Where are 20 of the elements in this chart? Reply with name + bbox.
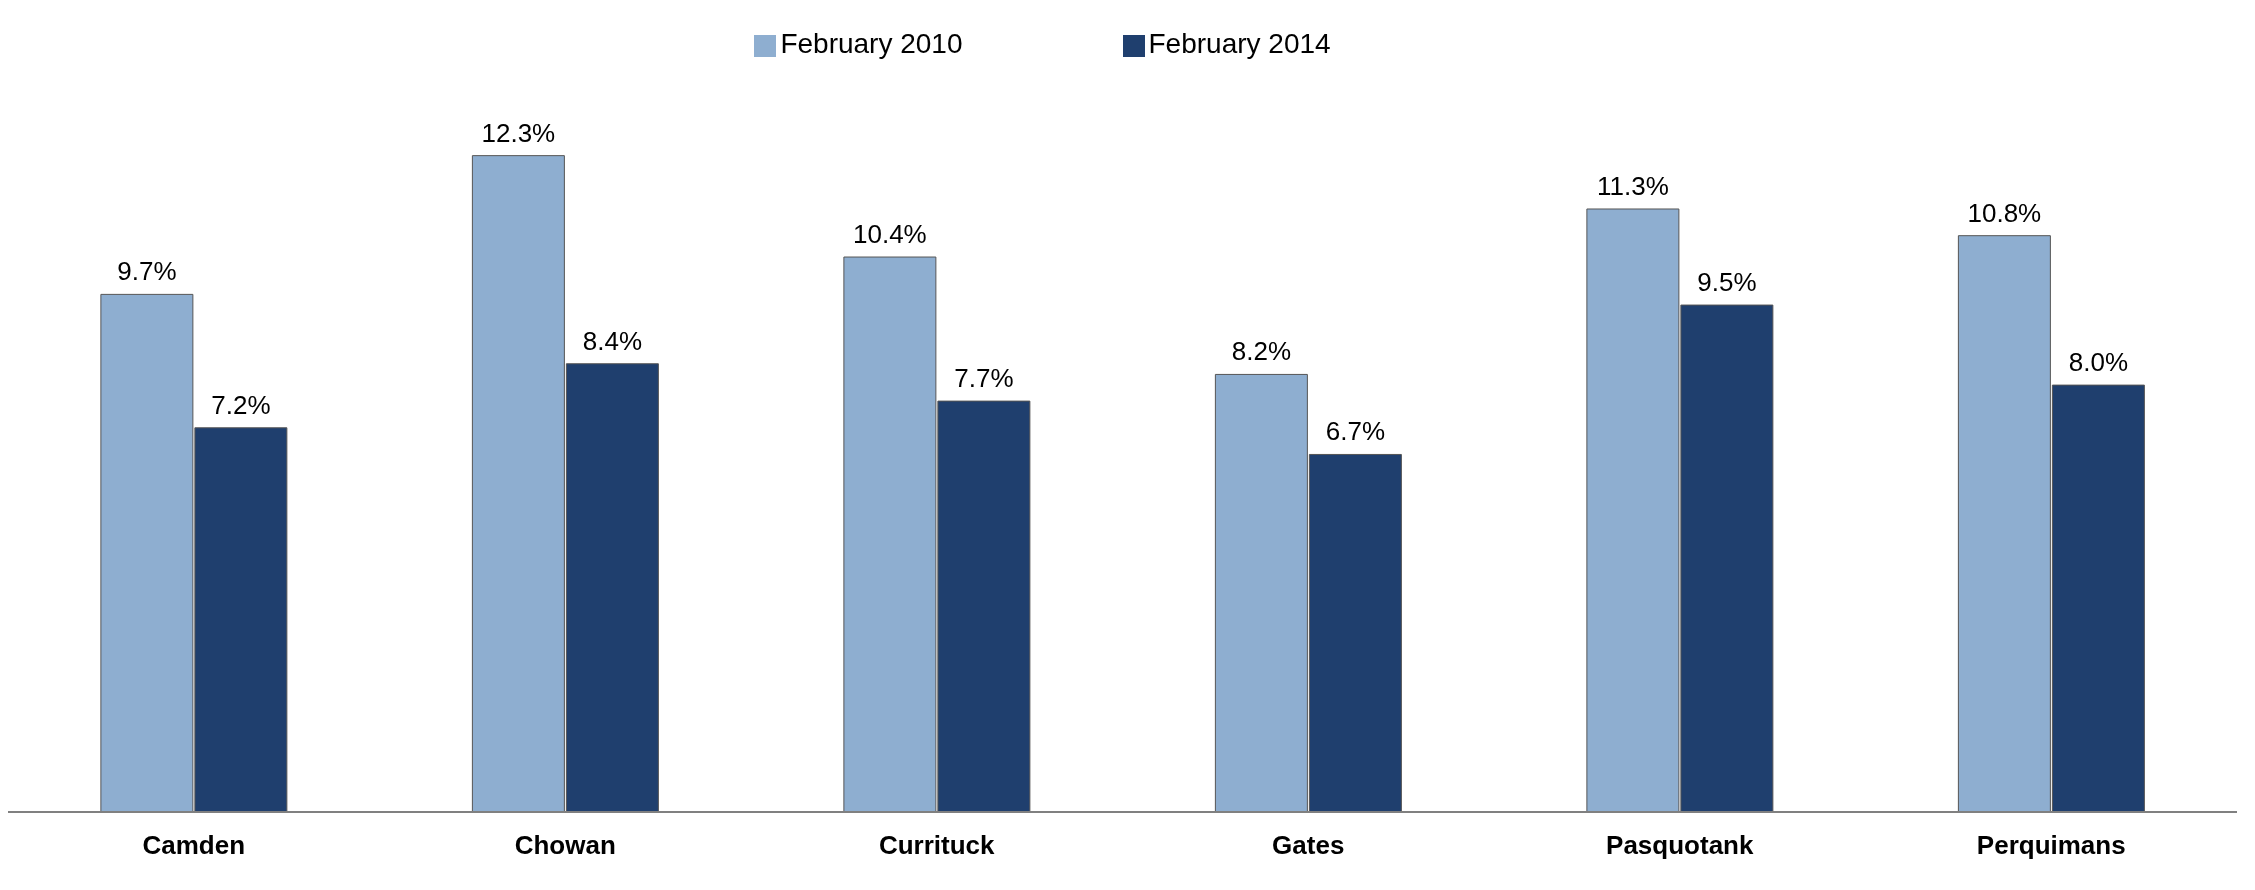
data-label: 11.3% xyxy=(1596,171,1669,201)
data-label: 10.8% xyxy=(1967,197,2042,228)
data-label: 8.2% xyxy=(1231,336,1292,367)
x-tick-label: Perquimans xyxy=(1976,830,2126,861)
data-label: 8.4% xyxy=(582,325,643,356)
data-label: 7.7% xyxy=(954,363,1014,394)
x-tick-label: Gates xyxy=(1272,830,1345,861)
legend-label: February 2014 xyxy=(1148,28,1331,59)
data-label: 9.7% xyxy=(117,256,177,287)
data-label: 7.2% xyxy=(211,389,271,420)
x-tick-label: Currituck xyxy=(878,830,996,861)
x-tick-label: Chowan xyxy=(514,830,616,861)
x-tick-label: Pasquotank xyxy=(1606,830,1754,861)
legend-label: February 2010 xyxy=(780,28,963,59)
data-label: 9.5% xyxy=(1697,267,1757,298)
data-label: 8.0% xyxy=(2068,347,2129,378)
data-label: 10.4% xyxy=(853,219,927,250)
data-label: 12.3% xyxy=(481,117,556,148)
x-tick-label: Camden xyxy=(142,830,246,861)
data-label: 6.7% xyxy=(1325,416,1386,447)
